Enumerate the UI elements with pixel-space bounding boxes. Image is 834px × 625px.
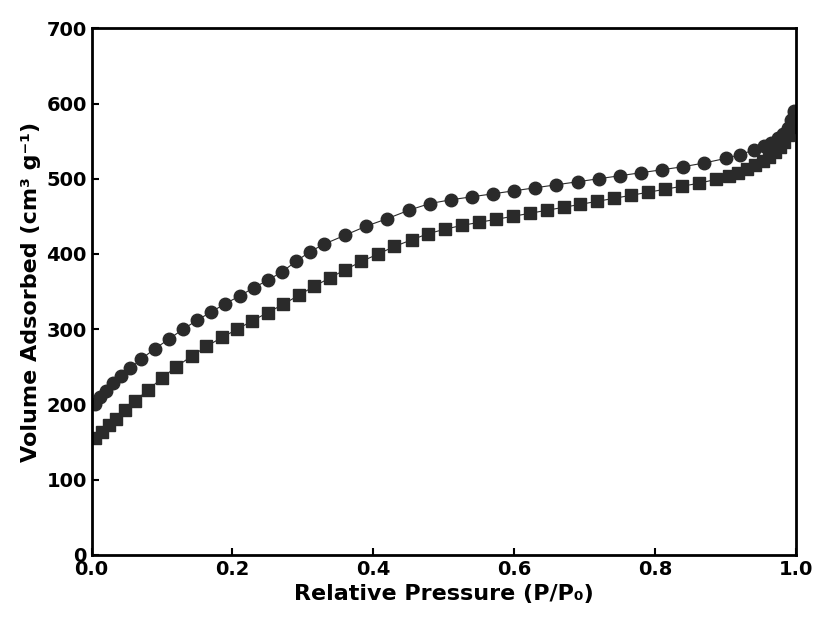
Y-axis label: Volume Adsorbed (cm³ g⁻¹): Volume Adsorbed (cm³ g⁻¹) — [21, 121, 41, 462]
X-axis label: Relative Pressure (P/P₀): Relative Pressure (P/P₀) — [294, 584, 594, 604]
